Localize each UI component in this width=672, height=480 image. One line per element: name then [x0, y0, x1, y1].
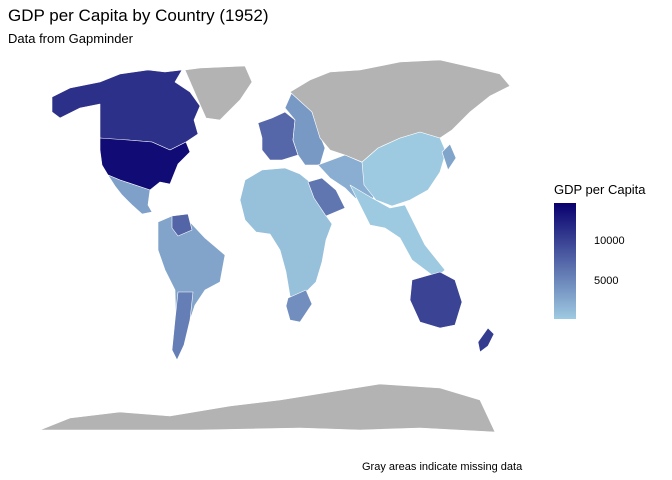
region-south-america — [157, 215, 226, 336]
region-argentina — [171, 291, 194, 361]
missing-data-caption: Gray areas indicate missing data — [362, 461, 523, 473]
region-united-states — [99, 137, 191, 191]
legend-title: GDP per Capita — [554, 182, 646, 197]
region-russia — [289, 59, 511, 163]
region-south-africa — [285, 289, 313, 323]
legend-tick-5000: 5000 — [594, 275, 619, 288]
legend-colorbar — [554, 203, 576, 319]
region-venezuela — [171, 213, 193, 237]
chart-subtitle: Data from Gapminder — [8, 31, 133, 46]
region-mexico — [107, 174, 153, 215]
region-antarctica — [39, 383, 496, 433]
region-greenland — [184, 65, 253, 121]
chart-title: GDP per Capita by Country (1952) — [8, 6, 269, 25]
region-new-zealand — [477, 327, 495, 353]
region-western-europe — [257, 111, 299, 161]
region-australia — [409, 271, 463, 329]
region-saudi-arabia — [307, 177, 346, 217]
region-africa — [239, 167, 333, 301]
legend-tick-10000: 10000 — [594, 234, 625, 247]
region-south-asia — [349, 184, 446, 279]
region-canada — [51, 69, 201, 151]
region-japan — [441, 143, 457, 171]
